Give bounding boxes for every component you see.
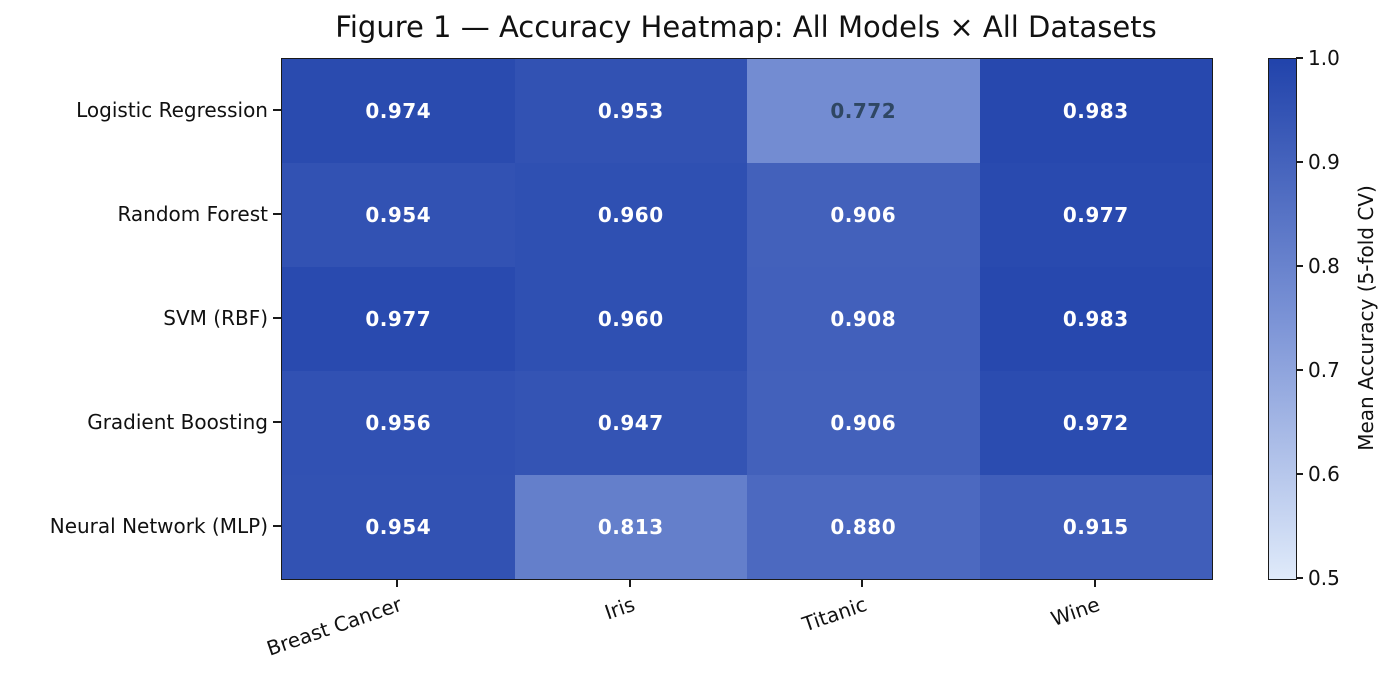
y-axis-tick xyxy=(273,525,281,527)
heatmap-plot: 0.974 0.953 0.772 0.983 0.954 0.960 0.906 0.977… xyxy=(281,58,1213,580)
heatmap-cell: 0.956 xyxy=(282,371,515,475)
cell-value: 0.983 xyxy=(1062,307,1129,331)
x-axis-tick xyxy=(861,579,864,587)
cell-value: 0.972 xyxy=(1062,411,1129,435)
heatmap-cell: 0.954 xyxy=(282,163,515,267)
cell-value: 0.908 xyxy=(830,307,897,331)
heatmap-cell: 0.906 xyxy=(747,163,980,267)
y-axis-tick xyxy=(273,421,281,423)
cell-value: 0.977 xyxy=(365,307,432,331)
cell-value: 0.953 xyxy=(597,99,664,123)
cell-value: 0.954 xyxy=(365,515,432,539)
heatmap-cell: 0.813 xyxy=(514,475,747,579)
heatmap-cell: 0.974 xyxy=(282,59,515,163)
row-label: SVM (RBF) xyxy=(163,306,268,330)
heatmap-cell: 0.983 xyxy=(979,59,1212,163)
cell-value: 0.772 xyxy=(830,99,897,123)
x-axis-tick xyxy=(1093,579,1096,587)
colorbar-tick xyxy=(1296,577,1303,579)
y-axis-tick xyxy=(273,213,281,215)
heatmap-cell: 0.972 xyxy=(979,371,1212,475)
figure-title: Figure 1 — Accuracy Heatmap: All Models … xyxy=(335,10,1157,44)
row-label: Random Forest xyxy=(117,202,268,226)
colorbar-tick xyxy=(1296,161,1303,163)
column-label: Iris xyxy=(601,592,638,625)
colorbar-tick-label: 0.6 xyxy=(1308,462,1340,486)
column-label: Breast Cancer xyxy=(263,592,406,661)
cell-value: 0.960 xyxy=(597,203,664,227)
heatmap-cell: 0.953 xyxy=(514,59,747,163)
row-label: Gradient Boosting xyxy=(87,410,268,434)
heatmap-cell: 0.983 xyxy=(979,267,1212,371)
heatmap-cell: 0.906 xyxy=(747,371,980,475)
colorbar-axis-label: Mean Accuracy (5-fold CV) xyxy=(1354,185,1378,451)
row-label: Neural Network (MLP) xyxy=(49,514,268,538)
colorbar-tick-label: 0.7 xyxy=(1308,358,1340,382)
cell-value: 0.947 xyxy=(597,411,664,435)
heatmap-cell: 0.977 xyxy=(282,267,515,371)
colorbar-tick xyxy=(1296,57,1303,59)
colorbar-tick xyxy=(1296,473,1303,475)
column-label: Titanic xyxy=(799,592,871,637)
cell-value: 0.983 xyxy=(1062,99,1129,123)
y-axis-tick xyxy=(273,317,281,319)
cell-value: 0.954 xyxy=(365,203,432,227)
cell-value: 0.813 xyxy=(597,515,664,539)
heatmap-cell: 0.915 xyxy=(979,475,1212,579)
colorbar-tick xyxy=(1296,369,1303,371)
heatmap-cell: 0.947 xyxy=(514,371,747,475)
x-axis-tick xyxy=(396,579,399,587)
colorbar xyxy=(1268,58,1297,580)
cell-value: 0.977 xyxy=(1062,203,1129,227)
heatmap-cell: 0.908 xyxy=(747,267,980,371)
column-label: Wine xyxy=(1047,592,1103,631)
cell-value: 0.915 xyxy=(1062,515,1129,539)
heatmap-cell: 0.977 xyxy=(979,163,1212,267)
cell-value: 0.974 xyxy=(365,99,432,123)
heatmap-cell: 0.960 xyxy=(514,163,747,267)
heatmap-cell: 0.960 xyxy=(514,267,747,371)
x-axis-tick xyxy=(628,579,631,587)
cell-value: 0.906 xyxy=(830,411,897,435)
heatmap-cell: 0.772 xyxy=(747,59,980,163)
cell-value: 0.880 xyxy=(830,515,897,539)
colorbar-tick-label: 0.9 xyxy=(1308,150,1340,174)
colorbar-tick xyxy=(1296,265,1303,267)
colorbar-tick-label: 1.0 xyxy=(1308,46,1340,70)
colorbar-tick-label: 0.8 xyxy=(1308,254,1340,278)
cell-value: 0.906 xyxy=(830,203,897,227)
colorbar-tick-label: 0.5 xyxy=(1308,566,1340,590)
heatmap-cell: 0.954 xyxy=(282,475,515,579)
row-label: Logistic Regression xyxy=(76,98,268,122)
cell-value: 0.956 xyxy=(365,411,432,435)
y-axis-tick xyxy=(273,109,281,111)
cell-value: 0.960 xyxy=(597,307,664,331)
heatmap-cell: 0.880 xyxy=(747,475,980,579)
